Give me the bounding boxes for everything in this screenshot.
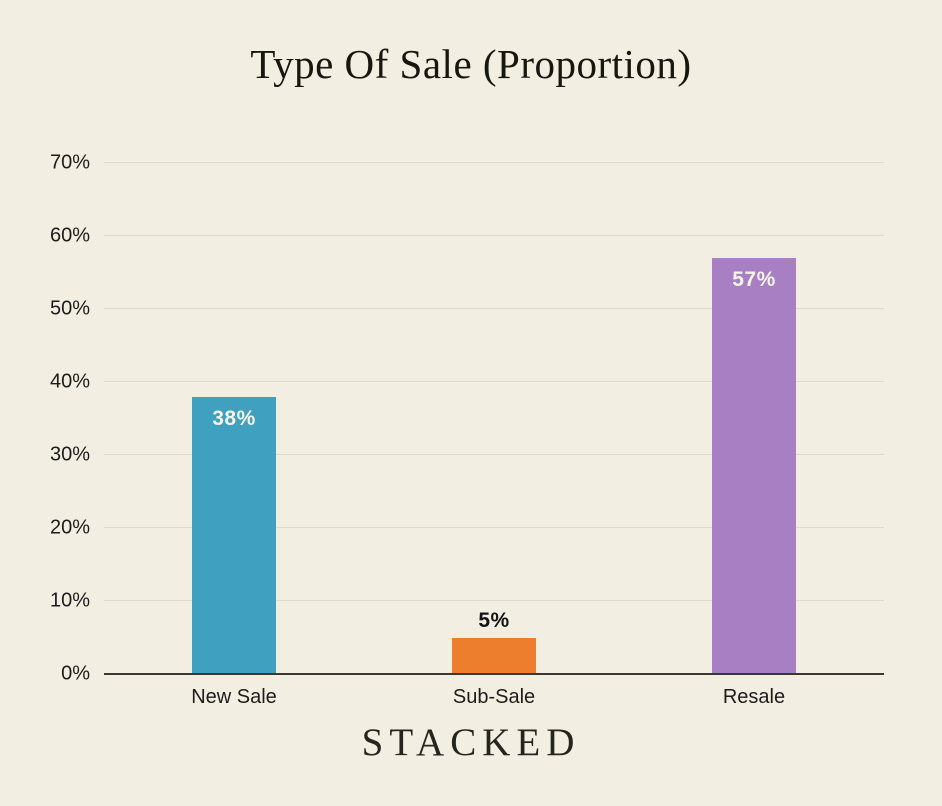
gridline-30 [104,454,884,455]
y-tick-label-40: 40% [49,370,90,393]
bar-value-label-new-sale: 38% [212,406,256,430]
plot-area: 0% 10% 20% 30% 40% 50% 60% 70% 38% New Sale 5% Sub-… [50,152,884,708]
chart-title: Type Of Sale (Proportion) [250,41,692,87]
x-tick-label-resale: Resale [722,686,786,708]
y-tick-label-70: 70% [49,151,90,174]
gridline-10 [104,600,884,601]
gridline-20 [104,527,884,528]
y-tick-label-30: 30% [49,443,90,466]
gridline-40 [104,381,884,382]
bar-value-label-sub-sale: 5% [478,608,510,632]
y-tick-label-10: 10% [49,589,90,612]
bar-value-label-resale: 57% [732,267,776,291]
bar-sub-sale: 5% [452,609,536,674]
y-tick-label-20: 20% [49,516,90,539]
bar-new-sale: 38% [192,396,276,674]
y-tick-label-0: 0% [61,662,90,685]
bar-resale: 57% [712,257,796,674]
stacked-logo: STACKED [361,721,581,764]
x-tick-label-new-sale: New Sale [191,686,277,708]
gridline-70 [104,162,884,163]
y-tick-label-60: 60% [49,224,90,247]
gridline-50 [104,308,884,309]
gridline-60 [104,235,884,236]
y-tick-label-50: 50% [49,297,90,320]
x-tick-label-sub-sale: Sub-Sale [452,686,536,708]
x-axis-line [104,673,884,675]
